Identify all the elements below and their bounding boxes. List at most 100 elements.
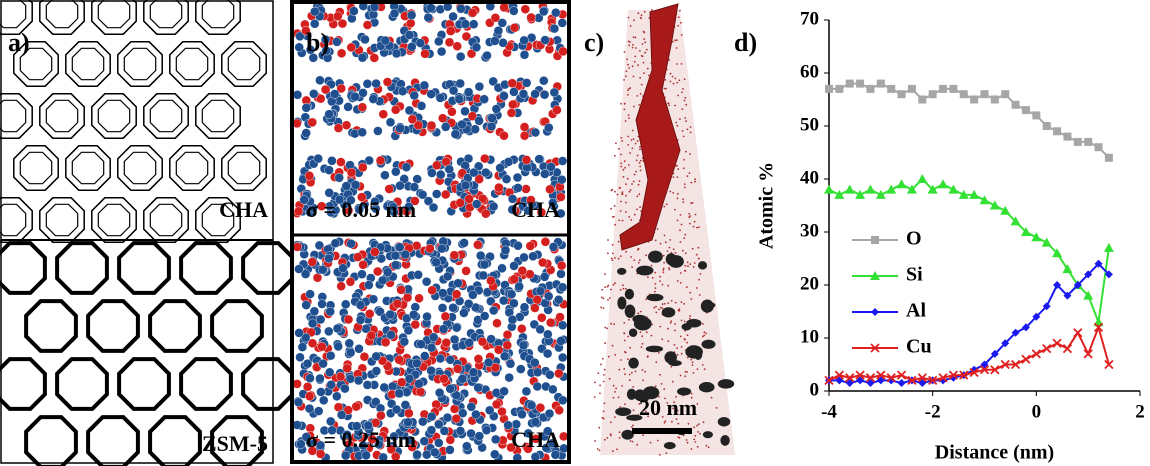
ion [685, 151, 687, 153]
y-axis-title: Atomic % [756, 162, 778, 249]
ion [634, 214, 636, 216]
ion [643, 38, 645, 40]
ion [620, 162, 622, 164]
atom [405, 374, 414, 383]
ion [628, 117, 630, 119]
ion [634, 61, 636, 63]
ion [655, 240, 657, 242]
atom [385, 185, 394, 194]
ion [604, 369, 606, 371]
atom [508, 315, 517, 324]
atom [533, 382, 542, 391]
atom [315, 76, 324, 85]
ion [633, 76, 635, 78]
atom [456, 52, 465, 61]
tip-volume [600, 10, 735, 455]
ion [655, 312, 657, 314]
atom [391, 452, 400, 461]
atom [476, 251, 485, 260]
atom [376, 156, 385, 165]
atom [318, 300, 327, 309]
ion [655, 306, 657, 308]
ion [629, 152, 631, 154]
atom [325, 166, 334, 175]
atom [447, 107, 456, 116]
ion [635, 171, 637, 173]
atom [332, 392, 341, 401]
ion [672, 381, 674, 383]
atom [456, 4, 465, 13]
ion [639, 77, 641, 79]
cluster [625, 304, 636, 317]
ion [716, 407, 718, 409]
ion [622, 220, 624, 222]
atom [409, 310, 418, 319]
atom [380, 171, 389, 180]
ion [614, 191, 616, 193]
atom [503, 341, 512, 350]
ion [659, 276, 661, 278]
ion [684, 321, 686, 323]
marker [918, 96, 926, 104]
ion [624, 403, 626, 405]
ion [642, 56, 644, 58]
ion [639, 180, 641, 182]
ion [698, 247, 700, 249]
ion [625, 211, 627, 213]
ion [681, 92, 683, 94]
ion [599, 450, 601, 452]
atom [465, 195, 474, 204]
atom [496, 163, 505, 172]
atom [391, 167, 400, 176]
marker [990, 201, 1000, 210]
ion [679, 79, 681, 81]
atom [554, 295, 563, 304]
ion [613, 385, 615, 387]
ion [625, 288, 627, 290]
ion [636, 195, 638, 197]
atom [422, 450, 431, 459]
atom [432, 190, 441, 199]
ion [682, 88, 684, 90]
panel-label: d) [734, 28, 757, 57]
ion [684, 265, 686, 267]
legend-label: Al [906, 300, 926, 322]
atom [541, 237, 550, 246]
marker [1063, 345, 1071, 353]
ion [673, 83, 675, 85]
ion [633, 36, 635, 38]
ion [632, 130, 634, 132]
ion [697, 368, 699, 370]
atom [296, 440, 305, 449]
atom [427, 90, 436, 99]
atom [359, 260, 368, 269]
cluster [617, 297, 626, 310]
ion [624, 160, 626, 162]
atom [369, 295, 378, 304]
ion [693, 426, 695, 428]
ion [630, 440, 632, 442]
atom [325, 368, 334, 377]
atom [349, 7, 358, 16]
ion [638, 12, 640, 14]
atom [543, 330, 552, 339]
ion [647, 276, 649, 278]
cluster [664, 442, 676, 449]
atom [358, 270, 367, 279]
atom [491, 435, 500, 444]
ion [644, 371, 646, 373]
ion [685, 104, 687, 106]
ion [694, 262, 696, 264]
ion [669, 239, 671, 241]
ion [667, 302, 669, 304]
atom [361, 35, 370, 44]
ion [612, 450, 614, 452]
cluster [701, 340, 715, 349]
atom [354, 376, 363, 385]
atom [422, 277, 431, 286]
atom [520, 131, 529, 140]
ion [663, 268, 665, 270]
ion [628, 44, 630, 46]
ion [599, 393, 601, 395]
atom [513, 173, 522, 182]
